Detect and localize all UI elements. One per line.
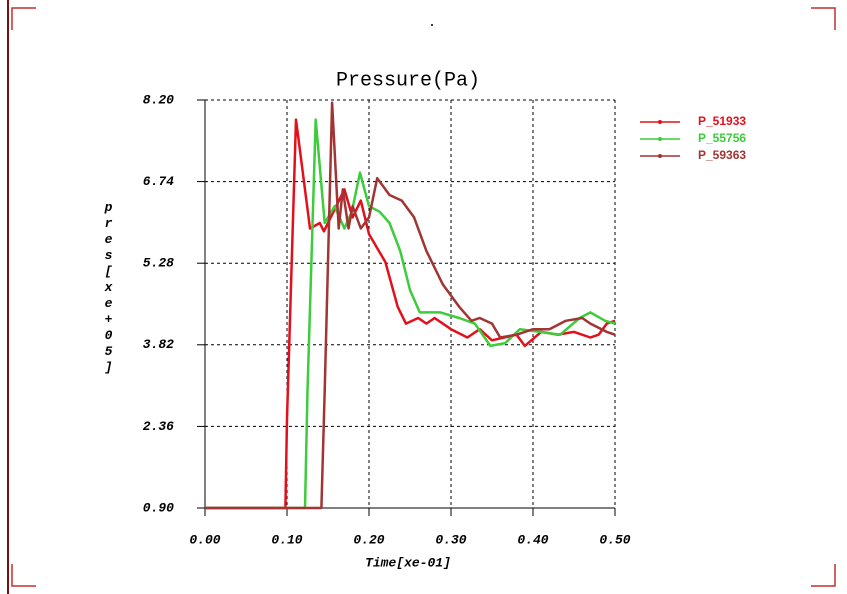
x-tick-label: 0.10 — [271, 532, 302, 547]
y-tick-label: 2.36 — [143, 419, 174, 434]
y-axis-label: pres[xe+05] — [101, 200, 116, 376]
x-tick-label: 0.40 — [517, 532, 548, 547]
legend-label: P_59363 — [698, 148, 746, 162]
y-tick-label: 3.82 — [143, 337, 174, 352]
y-tick-label: 5.28 — [143, 256, 174, 271]
legend-marker — [658, 120, 662, 124]
corner — [811, 7, 836, 30]
legend-marker — [658, 137, 662, 141]
corner — [811, 564, 836, 587]
legend-marker — [658, 154, 662, 158]
dot — [431, 24, 433, 26]
corner — [11, 564, 36, 587]
series-line — [205, 101, 616, 510]
series-line — [205, 118, 616, 510]
x-tick-label: 0.20 — [353, 532, 384, 547]
x-axis-label: Time[xe-01] — [365, 555, 451, 570]
y-tick-label: 0.90 — [143, 500, 174, 515]
corner — [11, 7, 36, 30]
y-tick-label: 6.74 — [143, 174, 174, 189]
y-tick-label: 8.20 — [143, 92, 174, 107]
x-tick-label: 0.00 — [189, 532, 220, 547]
legend-label: P_51933 — [698, 114, 746, 128]
x-tick-label: 0.30 — [435, 532, 466, 547]
chart-title: Pressure(Pa) — [336, 69, 480, 92]
series-line — [205, 118, 616, 510]
legend-label: P_55756 — [698, 131, 746, 145]
x-tick-label: 0.50 — [599, 532, 630, 547]
